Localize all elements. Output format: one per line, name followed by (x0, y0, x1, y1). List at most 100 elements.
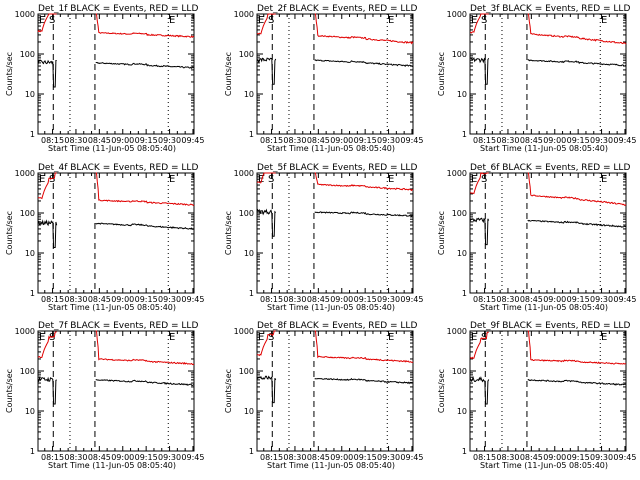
saa-marker-label: S (268, 15, 274, 26)
eclipse-marker-label: E (388, 15, 394, 26)
x-tick-label: 09:00 (543, 295, 566, 304)
lld-series-main (527, 172, 627, 206)
y-axis-label: Counts/sec (224, 211, 233, 255)
lld-series-early (469, 172, 489, 195)
eclipse-marker-label: E (169, 174, 175, 185)
events-series-main (314, 59, 413, 67)
x-tick-label: 08:30 (496, 453, 519, 462)
eclipse-marker-label: E (39, 174, 45, 185)
y-tick-label: 1 (462, 130, 467, 139)
x-tick-label: 09:00 (330, 453, 353, 462)
x-tick-label: 09:15 (135, 453, 158, 462)
y-tick-label: 1000 (234, 10, 254, 19)
events-series-main (527, 59, 627, 67)
lld-series-main (314, 330, 414, 363)
x-tick-label: 09:15 (567, 295, 590, 304)
plot-frame (469, 330, 627, 452)
plot-frame (469, 172, 627, 294)
x-tick-label: 09:45 (181, 453, 204, 462)
eclipse-marker-label: E (601, 15, 607, 26)
y-axis-label: Counts/sec (5, 52, 14, 96)
y-axis-label: Counts/sec (437, 52, 446, 96)
lld-series-main (527, 330, 626, 365)
eclipse-marker-label: E (169, 15, 175, 26)
y-tick-label: 1 (462, 447, 467, 456)
x-tick-label: 09:15 (567, 453, 590, 462)
events-series-main (527, 379, 626, 386)
x-tick-label: 09:45 (400, 453, 423, 462)
y-tick-label: 100 (239, 209, 254, 218)
lld-series-main (314, 13, 414, 45)
y-tick-label: 1000 (234, 169, 254, 178)
y-tick-label: 1 (249, 130, 254, 139)
x-tick-label: 08:15 (260, 453, 283, 462)
panel-title: Det_2f BLACK = Events, RED = LLD (257, 4, 417, 14)
y-tick-label: 10 (25, 407, 35, 416)
y-tick-label: 1000 (447, 327, 467, 336)
y-tick-label: 100 (20, 209, 35, 218)
plot-frame (256, 172, 414, 294)
saa-marker-label: S (481, 332, 487, 343)
events-series-early (256, 57, 277, 85)
eclipse-marker-label: E (39, 332, 45, 343)
y-tick-label: 100 (239, 50, 254, 59)
x-tick-label: 08:30 (283, 136, 306, 145)
events-series-main (314, 377, 414, 385)
lld-series-early (37, 13, 57, 33)
x-tick-label: 09:45 (613, 295, 636, 304)
x-tick-label: 09:45 (181, 295, 204, 304)
saa-marker-label: S (481, 174, 487, 185)
plot-frame (256, 13, 414, 135)
detector-panel-7: Det_7f BLACK = Events, RED = LLD 1 10 100 10… (5, 321, 204, 470)
events-series-main (95, 222, 195, 230)
lld-series-early (256, 330, 276, 357)
x-tick-label: 08:45 (88, 453, 111, 462)
x-tick-label: 09:30 (158, 136, 181, 145)
lld-series-early (256, 172, 276, 184)
x-tick-label: 08:15 (41, 136, 64, 145)
plot-frame (37, 13, 195, 135)
lld-series-main (95, 330, 195, 366)
x-tick-label: 08:45 (520, 136, 543, 145)
x-tick-label: 09:45 (400, 136, 423, 145)
x-tick-label: 08:15 (41, 295, 64, 304)
detector-panel-4: Det_4f BLACK = Events, RED = LLD 1 10 100 10… (5, 163, 204, 312)
panel-title: Det_4f BLACK = Events, RED = LLD (38, 163, 198, 173)
x-tick-label: 09:30 (590, 136, 613, 145)
x-tick-label: 09:15 (354, 295, 377, 304)
y-tick-label: 100 (20, 50, 35, 59)
x-axis-label: Start Time (11-Jun-05 08:05:40) (480, 144, 608, 153)
eclipse-marker-label: E (601, 332, 607, 343)
y-tick-label: 10 (244, 407, 254, 416)
x-tick-label: 09:00 (330, 295, 353, 304)
y-tick-label: 1 (30, 289, 35, 298)
x-axis-label: Start Time (11-Jun-05 08:05:40) (48, 461, 176, 470)
x-tick-label: 08:15 (41, 453, 64, 462)
events-series-early (469, 217, 490, 246)
y-tick-label: 1 (30, 130, 35, 139)
x-tick-label: 08:45 (520, 453, 543, 462)
detector-panel-1: Det_1f BLACK = Events, RED = LLD 1 10 100 10… (5, 4, 204, 153)
x-tick-label: 09:00 (543, 453, 566, 462)
plot-frame (37, 330, 195, 452)
lld-series-early (37, 331, 57, 358)
events-series-early (37, 376, 57, 405)
lld-series-main (95, 172, 195, 207)
eclipse-marker-label: E (169, 332, 175, 343)
lld-series-main (527, 13, 627, 45)
y-tick-label: 10 (25, 90, 35, 99)
x-tick-label: 09:15 (354, 136, 377, 145)
x-tick-label: 09:30 (377, 295, 400, 304)
x-tick-label: 08:30 (64, 453, 87, 462)
y-tick-label: 100 (239, 367, 254, 376)
panel-title: Det_3f BLACK = Events, RED = LLD (470, 4, 630, 14)
y-axis-label: Counts/sec (224, 52, 233, 96)
y-tick-label: 1000 (15, 327, 35, 336)
eclipse-marker-label: E (39, 15, 45, 26)
x-tick-label: 09:45 (181, 136, 204, 145)
panel-title: Det_1f BLACK = Events, RED = LLD (38, 4, 198, 14)
x-tick-label: 09:15 (354, 453, 377, 462)
y-tick-label: 1000 (15, 169, 35, 178)
events-series-early (469, 375, 490, 405)
x-tick-label: 09:30 (590, 453, 613, 462)
